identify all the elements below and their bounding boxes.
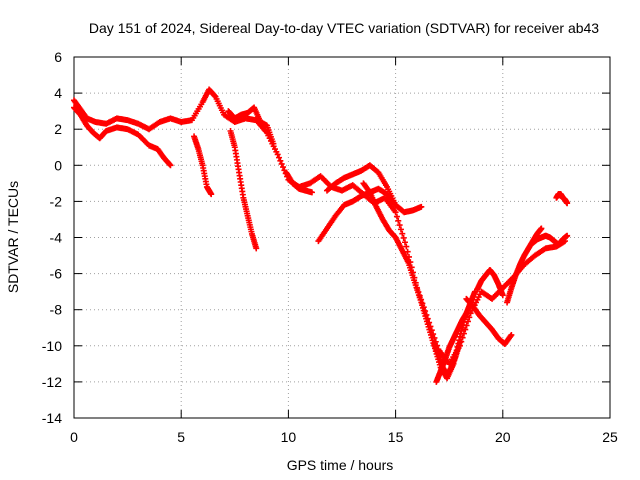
data-point: [166, 161, 173, 168]
y-tick-label: -8: [50, 302, 63, 318]
y-tick-label: -10: [42, 338, 62, 354]
series-track-5: [283, 169, 315, 196]
data-point: [403, 243, 410, 250]
data-point: [456, 339, 463, 346]
data-point: [538, 225, 545, 232]
y-tick-label: -6: [50, 266, 63, 282]
data-point: [253, 245, 260, 252]
data-point: [277, 157, 284, 164]
data-point: [508, 331, 515, 338]
x-tick-label: 25: [602, 429, 618, 445]
data-point: [392, 209, 399, 216]
series-track-7: [323, 162, 399, 209]
series-track-14: [553, 191, 571, 207]
y-tick-label: 2: [54, 121, 62, 137]
axis-ticks: 0 5 10 15 20 25 -14 -12 -10 -8 -6 -4 -2 0 2 4 6: [42, 49, 618, 445]
series-track-11: [474, 266, 506, 299]
series-track-9: [463, 295, 515, 347]
x-tick-label: 20: [495, 429, 511, 445]
data-point: [167, 162, 174, 169]
x-tick-label: 10: [281, 429, 297, 445]
data-point: [456, 333, 463, 340]
grid: [74, 57, 610, 418]
x-axis-label: GPS time / hours: [287, 457, 394, 473]
series-track-3: [191, 133, 215, 198]
data-points: [71, 86, 571, 385]
x-tick-label: 15: [388, 429, 404, 445]
x-tick-label: 0: [70, 429, 78, 445]
y-tick-label: 6: [54, 49, 62, 65]
data-point: [397, 226, 404, 233]
data-point: [278, 160, 285, 167]
data-point: [564, 200, 571, 207]
data-point: [308, 189, 315, 196]
series-track-4: [227, 128, 260, 252]
data-point: [211, 92, 218, 99]
data-point: [457, 330, 464, 337]
data-point: [270, 140, 277, 147]
y-tick-label: -14: [42, 410, 62, 426]
y-tick-label: -12: [42, 374, 62, 390]
data-point: [274, 151, 281, 158]
data-point: [208, 191, 215, 198]
data-point: [499, 292, 506, 299]
data-point: [507, 333, 514, 340]
y-axis-label: SDTVAR / TECUs: [5, 181, 21, 293]
data-point: [400, 234, 407, 241]
series-track-10: [433, 288, 478, 385]
data-point: [401, 239, 408, 246]
data-point: [276, 154, 283, 161]
data-point: [395, 217, 402, 224]
chart-title: Day 151 of 2024, Sidereal Day-to-day VTE…: [89, 20, 599, 36]
y-tick-label: 0: [54, 157, 62, 173]
data-point: [418, 203, 425, 210]
data-point: [393, 213, 400, 220]
data-point: [399, 230, 406, 237]
data-point: [280, 164, 287, 171]
series-track-16: [225, 104, 277, 147]
x-tick-label: 5: [177, 429, 185, 445]
data-point: [396, 222, 403, 229]
series-track-1: [71, 86, 568, 367]
y-tick-label: -2: [50, 193, 63, 209]
series-track-15: [431, 339, 463, 378]
series-track-2: [71, 104, 174, 169]
series-track-13: [529, 232, 571, 248]
data-point: [466, 314, 473, 321]
y-tick-label: -4: [50, 230, 63, 246]
data-point: [392, 202, 399, 209]
y-tick-label: 4: [54, 85, 62, 101]
data-point: [564, 232, 571, 239]
